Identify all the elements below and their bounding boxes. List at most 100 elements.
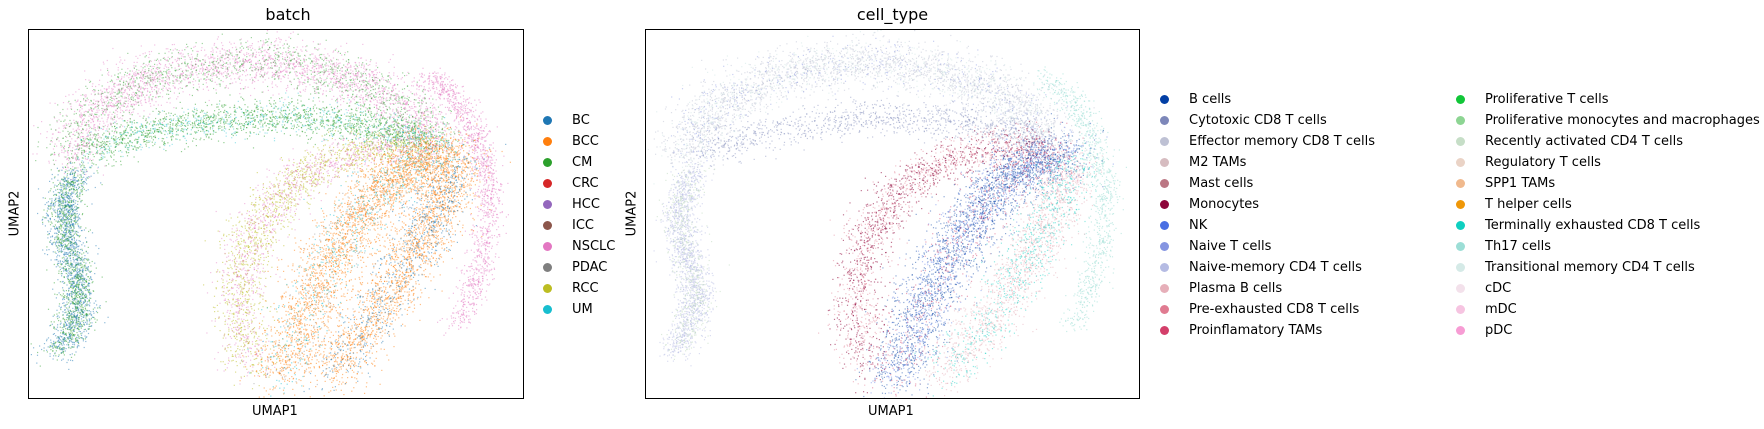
scatter-point bbox=[418, 100, 421, 102]
scatter-point bbox=[113, 116, 115, 118]
scatter-point bbox=[87, 135, 89, 137]
scatter-point bbox=[376, 104, 378, 106]
scatter-point bbox=[133, 93, 135, 95]
scatter-point bbox=[491, 234, 493, 236]
scatter-point bbox=[473, 115, 475, 117]
scatter-point bbox=[111, 97, 113, 100]
scatter-point bbox=[321, 116, 323, 118]
scatter-point bbox=[421, 102, 423, 104]
scatter-point bbox=[233, 106, 235, 109]
scatter-point bbox=[454, 83, 456, 85]
scatter-point bbox=[357, 71, 359, 74]
scatter-point bbox=[168, 77, 170, 79]
scatter-point bbox=[251, 82, 253, 84]
scatter-point bbox=[177, 122, 179, 125]
scatter-point bbox=[243, 64, 245, 66]
scatter-point bbox=[467, 126, 469, 128]
scatter-point bbox=[469, 109, 471, 111]
scatter-point bbox=[463, 321, 465, 323]
scatter-point bbox=[487, 232, 489, 234]
scatter-point bbox=[431, 87, 433, 89]
scatter-point bbox=[359, 57, 362, 59]
scatter-point bbox=[285, 39, 287, 42]
scatter-point bbox=[287, 77, 289, 79]
scatter-point bbox=[230, 113, 232, 115]
scatter-point bbox=[175, 78, 177, 81]
scatter-point bbox=[75, 156, 78, 158]
scatter-point bbox=[206, 69, 208, 71]
scatter-point bbox=[262, 76, 264, 78]
scatter-point bbox=[285, 70, 287, 72]
scatter-point bbox=[360, 57, 363, 59]
scatter-point bbox=[436, 88, 438, 90]
scatter-point bbox=[405, 102, 407, 104]
scatter-point bbox=[80, 104, 82, 106]
scatter-point bbox=[86, 100, 88, 102]
scatter-point bbox=[222, 81, 224, 83]
scatter-point bbox=[383, 151, 386, 153]
scatter-point bbox=[64, 124, 66, 126]
scatter-point bbox=[432, 88, 434, 90]
scatter-point bbox=[127, 100, 129, 102]
scatter-point bbox=[451, 325, 454, 327]
scatter-point bbox=[295, 60, 297, 62]
scatter-point bbox=[288, 113, 291, 115]
scatter-point bbox=[75, 140, 77, 142]
scatter-point bbox=[439, 75, 441, 78]
scatter-point bbox=[94, 152, 97, 155]
scatter-point bbox=[491, 268, 493, 270]
scatter-point bbox=[127, 103, 129, 105]
scatter-point bbox=[207, 89, 210, 91]
scatter-point bbox=[449, 88, 451, 90]
scatter-point bbox=[493, 172, 495, 174]
scatter-point bbox=[491, 198, 493, 200]
scatter-point bbox=[272, 58, 274, 60]
scatter-point bbox=[399, 100, 401, 102]
scatter-point bbox=[391, 90, 394, 93]
scatter-point bbox=[120, 160, 122, 162]
scatter-point bbox=[126, 93, 129, 96]
scatter-point bbox=[462, 110, 464, 112]
scatter-point bbox=[480, 203, 482, 205]
scatter-point bbox=[140, 94, 143, 97]
scatter-point bbox=[80, 112, 82, 114]
scatter-point bbox=[218, 71, 220, 73]
scatter-point bbox=[423, 118, 425, 120]
scatter-point bbox=[208, 58, 210, 60]
scatter-point bbox=[182, 70, 184, 72]
scatter-point bbox=[231, 52, 233, 54]
scatter-point bbox=[161, 140, 163, 142]
scatter-point bbox=[323, 71, 326, 73]
scatter-point bbox=[365, 83, 367, 85]
scatter-point bbox=[496, 180, 498, 183]
scatter-point bbox=[117, 102, 119, 104]
scatter-point bbox=[323, 126, 325, 128]
scatter-point bbox=[260, 50, 262, 52]
scatter-point bbox=[335, 48, 337, 50]
scatter-point bbox=[135, 138, 137, 140]
scatter-point bbox=[180, 68, 182, 70]
scatter-point bbox=[124, 134, 126, 136]
scatter-point bbox=[447, 88, 449, 90]
scatter-point bbox=[341, 70, 343, 72]
scatter-point bbox=[166, 60, 168, 62]
scatter-point bbox=[425, 102, 427, 104]
scatter-point bbox=[156, 87, 158, 89]
scatter-point bbox=[115, 109, 117, 112]
scatter-point bbox=[294, 71, 296, 73]
scatter-point bbox=[225, 66, 227, 68]
scatter-point bbox=[288, 71, 291, 73]
scatter-point bbox=[256, 72, 258, 74]
scatter-point bbox=[68, 94, 70, 96]
scatter-point bbox=[367, 138, 369, 140]
scatter-point bbox=[106, 68, 109, 70]
scatter-point bbox=[368, 80, 370, 82]
scatter-point bbox=[85, 110, 87, 112]
scatter-point bbox=[459, 322, 461, 324]
scatter-point bbox=[480, 155, 482, 157]
scatter-point bbox=[350, 108, 352, 110]
scatter-point bbox=[418, 144, 420, 146]
scatter-point bbox=[375, 104, 377, 106]
scatter-point bbox=[288, 59, 291, 62]
scatter-point bbox=[115, 102, 117, 104]
